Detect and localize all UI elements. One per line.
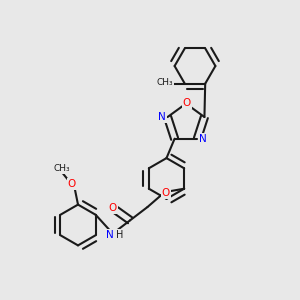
Text: H: H	[116, 230, 123, 240]
Text: N: N	[158, 112, 166, 122]
Text: N: N	[106, 230, 114, 240]
Text: N: N	[199, 134, 207, 144]
Text: O: O	[109, 203, 117, 213]
Text: O: O	[183, 98, 191, 108]
Text: CH₃: CH₃	[157, 78, 173, 87]
Text: CH₃: CH₃	[53, 164, 70, 173]
Text: O: O	[68, 179, 76, 189]
Text: O: O	[162, 188, 170, 198]
